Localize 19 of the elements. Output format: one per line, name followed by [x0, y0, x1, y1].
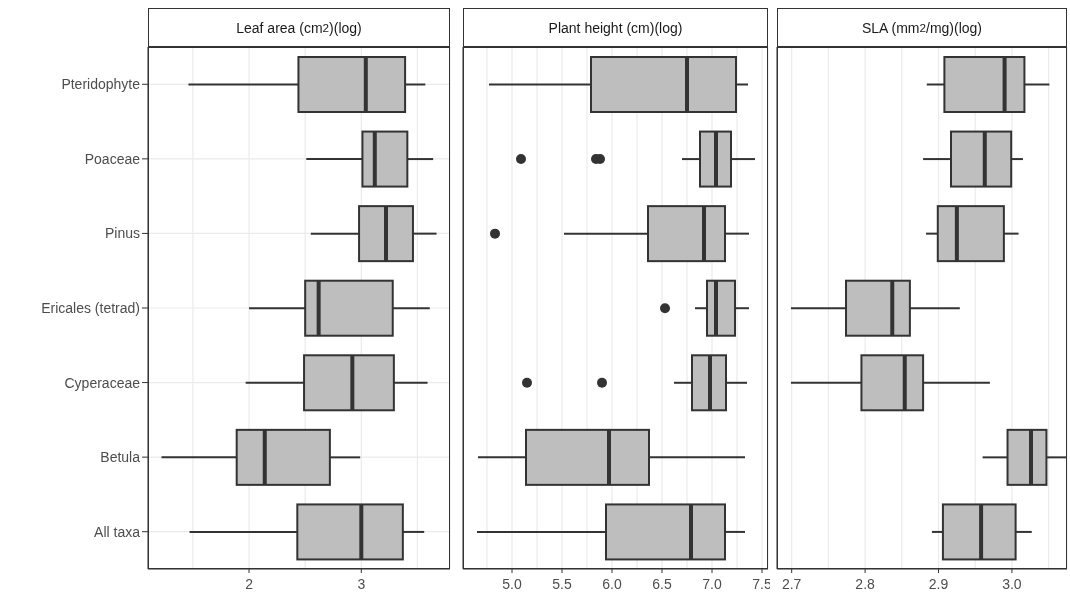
x-tick-label: 5.0	[502, 576, 522, 592]
x-tick-label: 6.0	[602, 576, 622, 592]
x-tick-label: 5.5	[552, 576, 572, 592]
y-tick-label: Cyperaceae	[64, 374, 141, 391]
y-tick-label: Pinus	[104, 225, 140, 242]
y-tick-label: Pteridophyte	[61, 76, 141, 93]
y-tick-label: Ericales (tetrad)	[41, 299, 140, 316]
chart-title: Plant height (cm)(log)	[463, 8, 768, 47]
x-tick-label: 6.5	[652, 576, 672, 592]
y-tick-label: Betula	[100, 449, 141, 466]
x-tick-label: 2.8	[855, 576, 876, 592]
x-tick-label: 2.7	[781, 576, 802, 592]
x-tick-label: 7.0	[702, 576, 722, 592]
y-tick-label: All taxa	[94, 523, 141, 540]
y-tick-label: Poaceae	[84, 150, 141, 167]
x-tick-label: 2.9	[928, 576, 949, 592]
x-tick-label: 2	[245, 576, 254, 592]
x-tick-label: 3.0	[1002, 576, 1022, 592]
x-tick-label: 3	[357, 576, 366, 592]
